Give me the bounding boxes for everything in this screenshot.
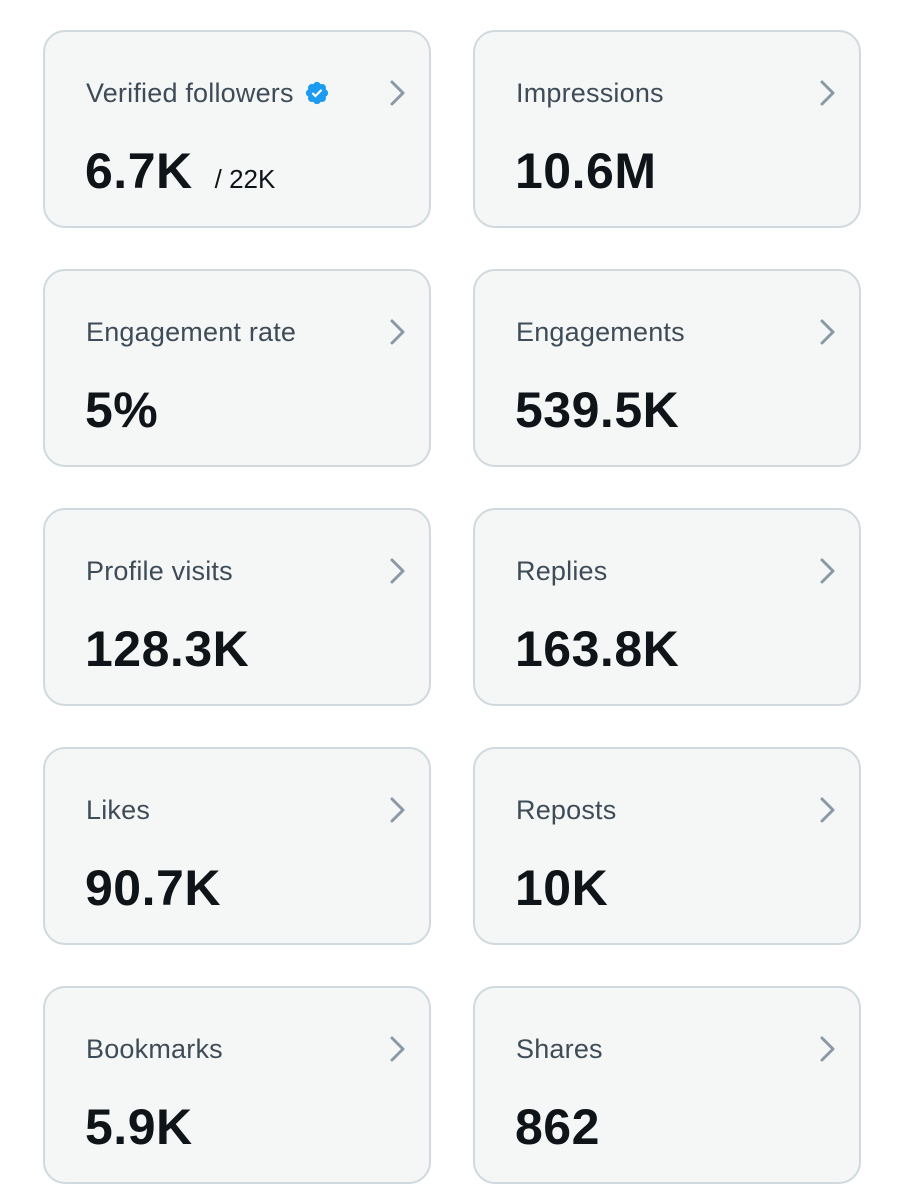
metric-label-row: Engagements [516,315,685,349]
metric-label-row: Likes [86,793,150,827]
metric-label: Likes [86,794,151,825]
metric-value-row: 128.3K [85,620,249,678]
metric-label-row: Engagement rate [86,315,296,349]
metric-label-row: Shares [516,1032,603,1066]
chevron-right-icon[interactable] [387,556,409,586]
metric-card-profile-visits[interactable]: Profile visits 128.3K [43,508,431,706]
chevron-right-icon[interactable] [817,317,839,347]
metric-card-replies[interactable]: Replies 163.8K [473,508,861,706]
metric-value-row: 862 [515,1098,600,1156]
metric-value: 862 [515,1099,600,1155]
metric-label: Verified followers [86,77,294,108]
chevron-right-icon[interactable] [387,795,409,825]
metric-value-row: 5% [85,381,158,439]
metric-value-row: 163.8K [515,620,679,678]
metric-card-impressions[interactable]: Impressions 10.6M [473,30,861,228]
chevron-right-icon[interactable] [387,1034,409,1064]
chevron-right-icon[interactable] [817,78,839,108]
metric-label-row: Impressions [516,76,664,110]
metric-card-engagements[interactable]: Engagements 539.5K [473,269,861,467]
chevron-right-icon[interactable] [817,556,839,586]
chevron-right-icon[interactable] [387,317,409,347]
metric-card-shares[interactable]: Shares 862 [473,986,861,1184]
chevron-right-icon[interactable] [387,78,409,108]
metric-card-bookmarks[interactable]: Bookmarks 5.9K [43,986,431,1184]
metric-value-row: 6.7K / 22K [85,142,275,200]
metric-value: 128.3K [85,621,250,677]
metric-label: Bookmarks [86,1033,223,1064]
chevron-right-icon[interactable] [817,795,839,825]
metric-label-row: Bookmarks [86,1032,223,1066]
metric-label: Shares [516,1033,603,1064]
metric-label: Engagement rate [86,316,297,347]
metric-card-verified-followers[interactable]: Verified followers 6.7K / 22K [43,30,431,228]
metric-value: 10.6M [515,143,657,199]
metric-label: Impressions [516,77,664,108]
chevron-right-icon[interactable] [817,1034,839,1064]
metric-value-row: 5.9K [85,1098,193,1156]
metric-value: 90.7K [85,860,221,916]
verified-badge-icon [305,81,328,105]
metric-label: Profile visits [86,555,233,586]
metric-value-row: 10.6M [515,142,656,200]
metric-value: 5.9K [85,1099,193,1155]
metric-label-row: Profile visits [86,554,233,588]
metric-card-engagement-rate[interactable]: Engagement rate 5% [43,269,431,467]
metric-label-row: Verified followers [86,76,330,110]
metric-value: 10K [515,860,609,916]
metric-value: 5% [85,382,159,438]
metric-label: Engagements [516,316,685,347]
metric-label-row: Reposts [516,793,616,827]
metric-label-row: Replies [516,554,607,588]
metric-value-row: 10K [515,859,608,917]
metric-value: 6.7K [85,143,193,199]
metric-card-likes[interactable]: Likes 90.7K [43,747,431,945]
metric-card-reposts[interactable]: Reposts 10K [473,747,861,945]
metric-total-value: / 22K [214,164,276,194]
metric-label: Reposts [516,794,617,825]
metrics-grid: Verified followers 6.7K / 22K Impression… [43,30,861,1184]
metric-value-row: 90.7K [85,859,221,917]
metric-value: 163.8K [515,621,680,677]
metric-value-row: 539.5K [515,381,679,439]
metric-value: 539.5K [515,382,680,438]
metric-label: Replies [516,555,608,586]
